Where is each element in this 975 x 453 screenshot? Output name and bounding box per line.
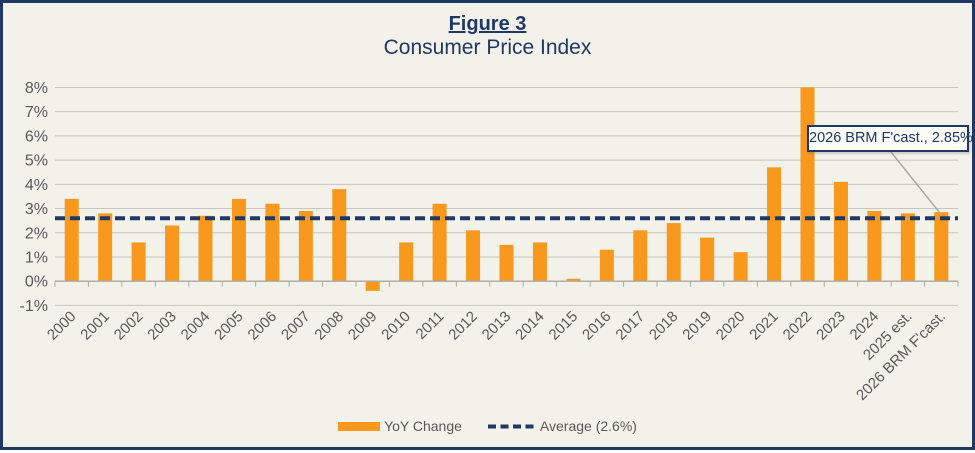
legend-item-average: Average (2.6%)	[487, 418, 637, 434]
svg-text:2%: 2%	[25, 225, 48, 242]
svg-text:2017: 2017	[612, 308, 648, 344]
yoy-change-label: YoY Change	[384, 418, 462, 434]
svg-text:2016: 2016	[579, 308, 615, 344]
svg-text:5%: 5%	[25, 153, 48, 170]
svg-text:2009: 2009	[345, 308, 381, 344]
svg-text:2006: 2006	[245, 308, 281, 344]
svg-text:0%: 0%	[25, 274, 48, 291]
svg-text:2002: 2002	[111, 308, 147, 344]
svg-text:-1%: -1%	[20, 298, 48, 315]
forecast-callout: 2026 BRM F'cast., 2.85%	[807, 125, 973, 152]
svg-text:2005: 2005	[211, 308, 247, 344]
svg-text:2019: 2019	[679, 308, 715, 344]
average-label: Average (2.6%)	[539, 418, 637, 434]
svg-text:3%: 3%	[25, 201, 48, 218]
svg-text:2013: 2013	[479, 308, 515, 344]
svg-text:2003: 2003	[144, 308, 180, 344]
svg-text:2021: 2021	[746, 308, 782, 344]
svg-text:2010: 2010	[378, 308, 414, 344]
svg-text:8%: 8%	[25, 80, 48, 97]
average-line-swatch	[487, 424, 536, 428]
svg-text:2014: 2014	[512, 308, 548, 344]
svg-text:2007: 2007	[278, 308, 314, 344]
svg-text:1%: 1%	[25, 249, 48, 266]
svg-text:2020: 2020	[713, 308, 749, 344]
svg-text:2015: 2015	[546, 308, 582, 344]
figure-title: Figure 3	[448, 13, 527, 35]
cpi-bar-chart: 8%7%6%5%4%3%2%1%0%-1%2000200120022003200…	[20, 80, 959, 404]
yoy-change-swatch	[338, 421, 381, 431]
legend-item-yoy-change: YoY Change	[338, 418, 462, 434]
legend: YoY Change Average (2.6%)	[3, 418, 972, 434]
svg-text:4%: 4%	[25, 177, 48, 194]
svg-text:2000: 2000	[44, 308, 80, 344]
svg-text:2022: 2022	[780, 308, 816, 344]
svg-text:2004: 2004	[178, 308, 214, 344]
svg-text:2001: 2001	[77, 308, 113, 344]
svg-text:2012: 2012	[445, 308, 481, 344]
svg-text:7%: 7%	[25, 104, 48, 121]
svg-text:2023: 2023	[813, 308, 849, 344]
svg-text:6%: 6%	[25, 128, 48, 145]
svg-text:2018: 2018	[646, 308, 682, 344]
title-block: Figure 3 Consumer Price Index	[3, 12, 972, 59]
figure-subtitle: Consumer Price Index	[383, 36, 592, 59]
svg-text:2008: 2008	[311, 308, 347, 344]
svg-text:2011: 2011	[413, 308, 448, 343]
